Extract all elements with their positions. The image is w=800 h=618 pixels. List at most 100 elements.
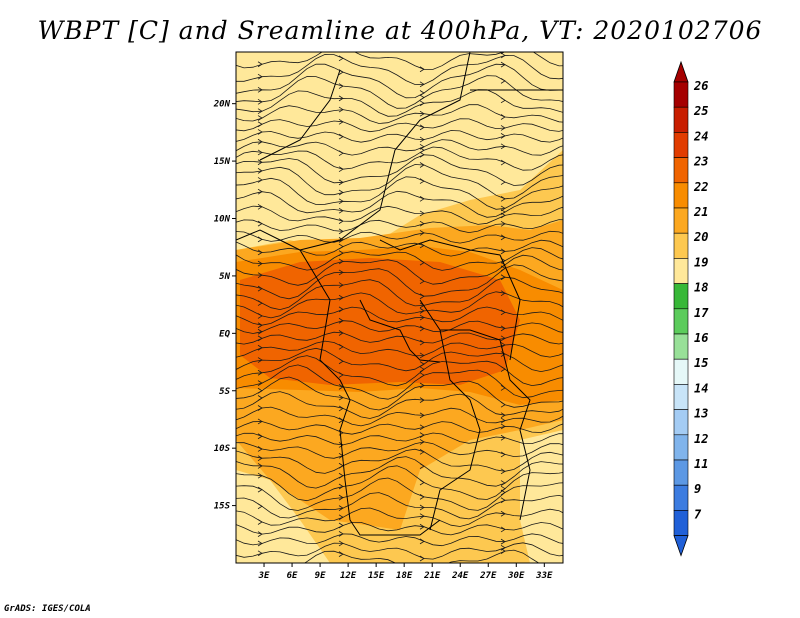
map-frame	[235, 51, 564, 564]
streamline-arrow	[500, 274, 506, 281]
streamline-arrow	[338, 118, 344, 125]
streamline-arrow	[338, 228, 344, 235]
streamline-arrow	[500, 401, 506, 408]
streamline	[236, 355, 563, 387]
streamline-arrow	[257, 236, 263, 243]
streamline-arrow	[500, 423, 506, 430]
streamline-arrow	[257, 61, 263, 68]
lat-tick-label: 5S	[219, 387, 230, 397]
streamline-arrow	[500, 385, 506, 391]
streamline-arrow	[500, 234, 506, 241]
streamline-arrow	[500, 335, 506, 342]
streamline-arrow	[419, 259, 425, 266]
streamline-arrow	[500, 451, 506, 458]
streamline-arrow	[419, 94, 425, 101]
streamline	[236, 239, 563, 257]
shade-19-south	[236, 470, 330, 563]
streamline-arrow	[419, 278, 425, 285]
colorbar-segment	[673, 434, 689, 461]
shade-19-east	[520, 430, 563, 563]
streamline-arrow	[338, 442, 344, 448]
streamline	[236, 154, 563, 186]
streamline-arrow	[338, 294, 344, 301]
streamline	[236, 406, 563, 427]
colorbar-label: 12	[694, 432, 708, 446]
streamline-arrow	[257, 503, 263, 510]
streamline-arrow	[257, 249, 263, 256]
streamline-arrow	[258, 564, 262, 569]
streamline-arrow	[257, 418, 263, 425]
streamline-arrow	[500, 195, 506, 202]
shade-19-north	[236, 52, 563, 250]
streamline-arrow	[257, 357, 263, 363]
streamline-arrow	[338, 551, 344, 557]
streamline-arrow	[419, 397, 425, 403]
lat-tick-label: 10S	[214, 444, 231, 454]
streamline-arrow	[257, 115, 263, 121]
colorbar-label: 22	[693, 180, 708, 194]
streamline-arrow	[419, 100, 425, 107]
streamline-arrow	[500, 61, 506, 68]
streamline	[236, 477, 563, 511]
streamline-arrow	[338, 95, 344, 102]
streamline	[236, 146, 563, 171]
streamline-arrow	[419, 308, 425, 314]
streamline-arrow	[338, 189, 344, 196]
streamline-arrow	[257, 395, 263, 401]
streamline	[236, 164, 563, 200]
colorbar-segment	[673, 106, 689, 133]
streamline-arrow	[419, 504, 425, 511]
streamline	[236, 219, 563, 234]
streamline-arrow	[500, 52, 505, 55]
map-panel	[236, 44, 563, 569]
streamline-arrow	[419, 293, 425, 300]
colorbar-segment	[673, 358, 689, 385]
streamline-arrow	[419, 136, 425, 143]
streamline-arrow	[257, 433, 263, 440]
streamline-arrow	[338, 243, 344, 250]
streamline-arrow	[338, 494, 344, 501]
streamline-arrow	[338, 250, 344, 256]
lon-tick-label: 21E	[423, 571, 441, 581]
lon-tick-label: 15E	[368, 571, 385, 581]
streamline-arrow	[419, 230, 425, 236]
streamline-arrow	[500, 412, 506, 419]
streamline	[236, 542, 563, 560]
colorbar-segment	[673, 81, 689, 108]
colorbar-label: 17	[694, 306, 709, 320]
streamline-arrow	[500, 538, 506, 545]
streamline-arrow	[257, 328, 263, 335]
colorbar-segment	[673, 207, 689, 234]
colorbar-segment	[673, 232, 689, 259]
streamline-arrow	[419, 81, 425, 88]
shade-23-core	[240, 258, 520, 385]
streamline-arrow	[419, 463, 425, 469]
lon-tick-label: 9E	[315, 571, 326, 581]
streamline-arrow	[257, 540, 263, 547]
streamline-arrow	[257, 300, 263, 306]
streamline-arrow	[257, 380, 263, 386]
streamline	[236, 421, 563, 435]
streamline	[236, 347, 563, 373]
streamline-arrow	[419, 147, 425, 154]
colorbar-segment	[673, 182, 689, 209]
lon-tick-label: 30E	[507, 571, 525, 581]
colorbar-segment	[673, 384, 689, 410]
streamline-arrow	[500, 159, 506, 166]
streamline	[236, 205, 563, 225]
streamline	[236, 456, 563, 489]
streamline-arrow	[257, 446, 263, 452]
streamline-arrow	[338, 269, 344, 276]
streamline-arrow	[257, 335, 263, 342]
streamline-arrow	[500, 212, 506, 219]
streamline-arrow	[500, 52, 506, 59]
streamline-arrow	[338, 133, 344, 140]
streamline-arrow	[419, 220, 425, 227]
streamline-arrow	[338, 198, 344, 205]
streamline-arrow	[500, 434, 506, 441]
colorbar-segment	[673, 409, 689, 436]
streamline-arrow	[419, 366, 425, 373]
streamline-arrow	[338, 207, 344, 214]
streamline-arrow	[257, 463, 263, 469]
streamline-arrow	[339, 44, 343, 49]
